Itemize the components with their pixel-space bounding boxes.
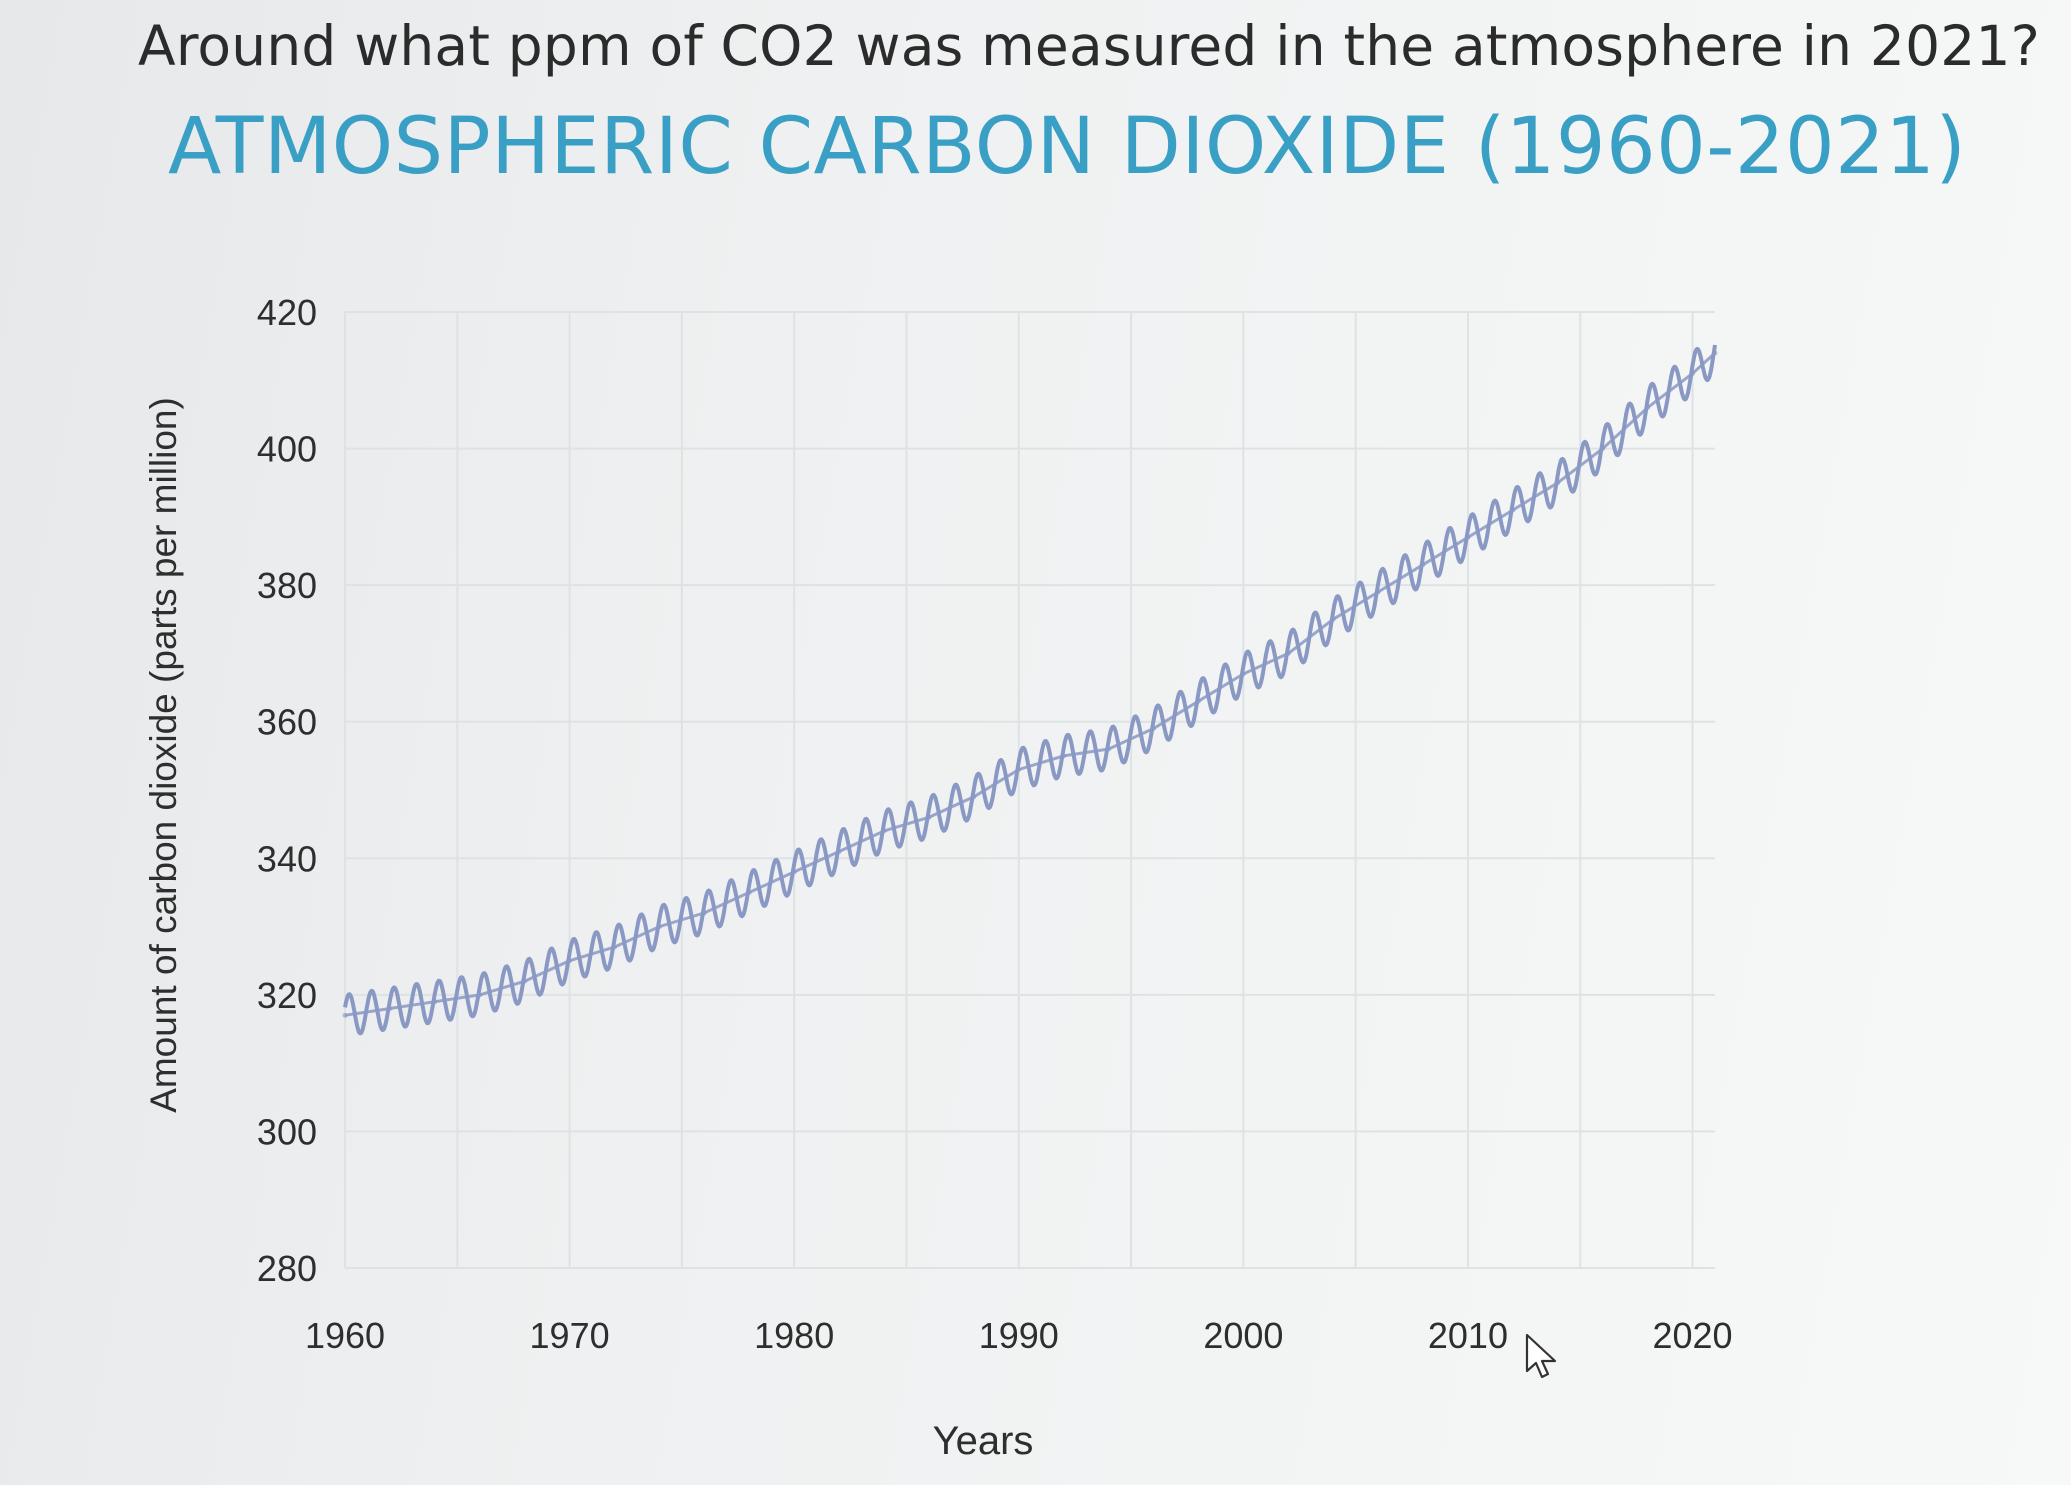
co2-data-point [1240,671,1246,677]
co2-data-point [1712,350,1718,356]
y-tick-label: 340 [257,838,317,879]
mouse-pointer-icon [1525,1333,1557,1379]
x-axis-label: Years [933,1419,1034,1463]
co2-data-point [1645,405,1651,411]
y-tick-label: 420 [257,292,317,333]
co2-series [342,344,1718,1036]
co2-data-point [1061,753,1067,759]
co2-data-point [791,869,797,875]
co2-data-point [522,978,528,984]
co2-data-point [1690,370,1696,376]
co2-data-point [432,999,438,1005]
x-tick-label: 1960 [305,1315,385,1356]
co2-data-point [1465,534,1471,540]
y-tick-label: 380 [257,565,317,606]
co2-data-point [1195,698,1201,704]
co2-data-point [971,794,977,800]
co2-monthly-line [343,344,1717,1036]
co2-data-point [1330,616,1336,622]
y-tick-label: 360 [257,702,317,743]
co2-data-point [1600,446,1606,452]
co2-data-point [656,924,662,930]
co2-data-point [477,992,483,998]
chart-title: ATMOSPHERIC CARBON DIOXIDE (1960-2021) [168,102,1967,192]
x-tick-label: 1970 [530,1315,610,1356]
x-tick-label: 2000 [1203,1315,1283,1356]
co2-data-point [1420,562,1426,568]
x-tick-label: 1980 [754,1315,834,1356]
co2-data-point [1016,767,1022,773]
co2-data-point [881,828,887,834]
question-text: Around what ppm of CO2 was measured in t… [138,14,2041,78]
co2-data-point [836,848,842,854]
co2-data-point [1106,746,1112,752]
co2-data-point [342,1012,348,1018]
co2-data-point [746,889,752,895]
x-tick-label: 2020 [1652,1315,1732,1356]
co2-trend-line [344,351,1717,1017]
co2-data-point [567,958,573,964]
co2-data-point [1510,507,1516,513]
co2-data-point [612,944,618,950]
co2-data-point [1285,650,1291,656]
co2-data-point [1151,726,1157,732]
y-axis-label: Amount of carbon dioxide (parts per mill… [143,397,184,1113]
co2-data-point [701,910,707,916]
chart-grid [344,311,1715,1269]
co2-data-point [1555,480,1561,486]
co2-data-point [1375,589,1381,595]
y-tick-label: 400 [257,429,317,470]
x-axis-ticks: 1960 1970 1980 1990 2000 2010 2020 [305,1315,1733,1356]
y-tick-label: 320 [257,975,317,1016]
y-tick-label: 280 [257,1248,317,1289]
x-tick-label: 1990 [979,1315,1059,1356]
co2-data-point [387,1006,393,1012]
y-tick-label: 300 [257,1111,317,1152]
y-axis-ticks: 280 300 320 340 360 380 400 420 [257,292,317,1289]
x-tick-label: 2010 [1428,1315,1508,1356]
co2-data-point [926,814,932,820]
